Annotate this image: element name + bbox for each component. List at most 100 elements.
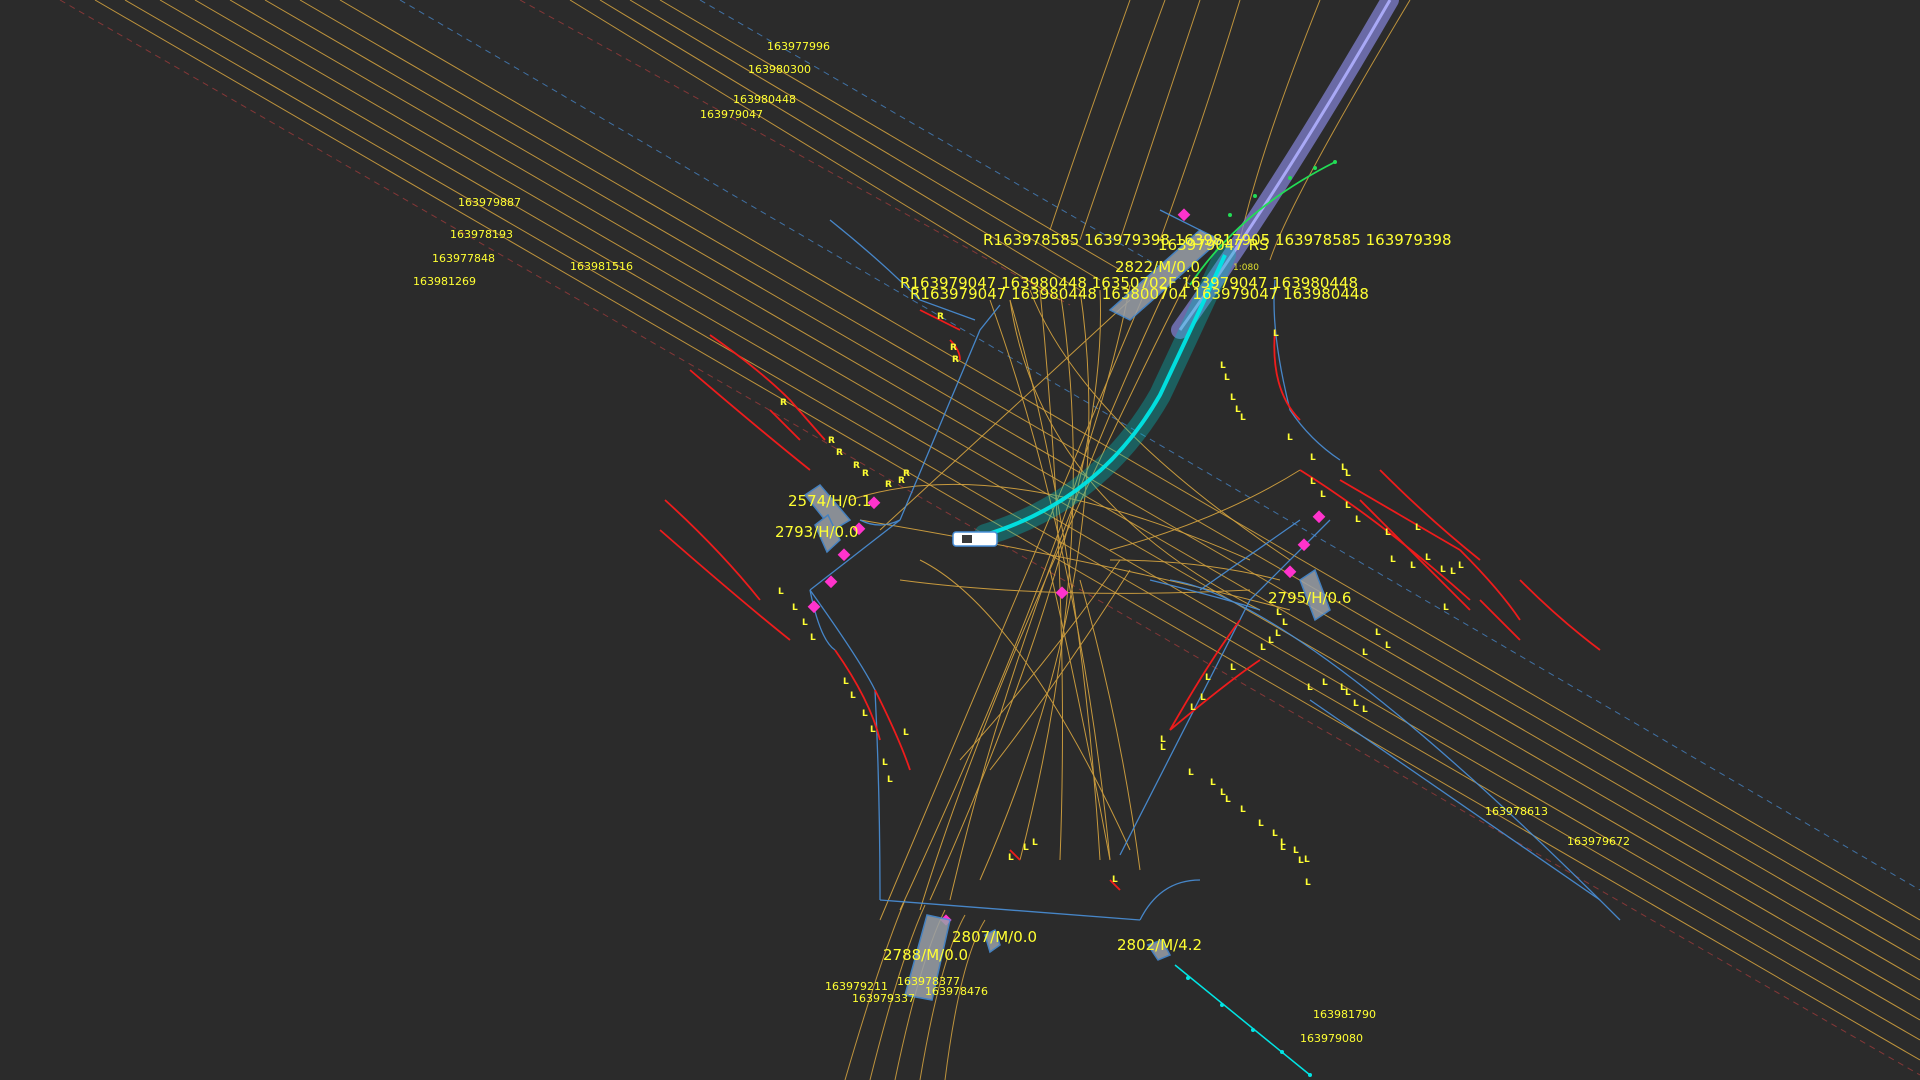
left-boundary-mark: L [1273,329,1279,339]
left-boundary-mark: L [1458,561,1464,571]
left-boundary-mark: L [1298,856,1304,866]
lane-id-labels: 163977996 163980300 163980448 163979047 … [413,40,1630,1045]
left-boundary-mark: L [1224,373,1230,383]
left-boundary-mark: L [1210,778,1216,788]
left-boundary-mark: L [1443,603,1449,613]
left-boundary-mark: L [1385,641,1391,651]
obstacle-label: 2574/H/0.1 [788,492,871,510]
north-road-lanes [1049,0,1411,261]
lane-id: 163978476 [925,985,988,998]
left-boundary-mark: L [1276,608,1282,618]
green-predicted-path [1189,160,1337,286]
right-boundary-mark: R [885,480,892,490]
curbs [659,309,1601,891]
left-boundary-mark: L [1353,699,1359,709]
left-boundary-mark: L [1390,555,1396,565]
left-boundary-mark: L [1345,688,1351,698]
left-boundary-mark: L [1160,743,1166,753]
left-boundary-mark: L [1385,528,1391,538]
left-boundary-mark: L [1280,838,1286,848]
left-boundary-mark: L [1235,405,1241,415]
lane-id: 163978613 [1485,805,1548,818]
obstacle-2807 [984,928,1001,954]
left-boundary-mark: L [778,587,784,597]
lane-id: 163979211 [825,980,888,993]
obstacle-2795 [1299,568,1331,622]
obstacle-labels: 2822/M/0.0 2574/H/0.1 2793/H/0.0 2795/H/… [775,258,1351,964]
obstacle-label: 2822/M/0.0 [1115,258,1200,276]
left-boundary-mark: L [903,728,909,738]
left-boundary-mark: L [1322,678,1328,688]
left-boundary-mark: L [1205,673,1211,683]
left-boundary-mark: L [1282,618,1288,628]
left-boundary-mark: L [1320,490,1326,500]
obstacle-2802 [1146,939,1172,961]
obstacle-2822 [1108,229,1222,321]
lane-id: 163977848 [432,252,495,265]
left-boundary-mark: L [1307,683,1313,693]
right-boundary-mark: R [898,476,905,486]
obstacle-label: 2807/M/0.0 [952,928,1037,946]
left-boundary-mark: L [1275,629,1281,639]
road-edges-dashed [59,0,1920,1076]
right-boundary-mark: R [950,343,957,353]
left-boundary-mark: L [1355,515,1361,525]
ego-trajectory [984,254,1227,537]
left-boundary-mark: L [1258,819,1264,829]
route-label: R163978585 163979398 1639817905 16397858… [983,231,1452,249]
left-boundary-mark: L [1160,735,1166,745]
left-boundary-mark: L [1200,693,1206,703]
left-boundary-mark: L [1190,703,1196,713]
left-boundary-mark: L [1341,463,1347,473]
lane-id: 163978377 [897,975,960,988]
left-boundary-mark: L [1220,788,1226,798]
scale-text: 1:080 [1233,263,1259,273]
lane-id: 163981269 [413,275,476,288]
left-boundary-mark: L [1240,413,1246,423]
lane-id: 163981790 [1313,1008,1376,1021]
left-boundary-mark: L [1345,501,1351,511]
lane-id: 163979080 [1300,1032,1363,1045]
lane-id: 163979672 [1567,835,1630,848]
left-boundary-mark: L [1410,561,1416,571]
right-boundary-mark: R [828,436,835,446]
left-boundary-mark: L [1304,855,1310,865]
left-boundary-mark: L [1023,843,1029,853]
left-boundary-mark: L [1340,683,1346,693]
obstacle-2788 [904,914,951,1001]
route-label: R163979047 163980448 163800704 163979047… [910,285,1369,303]
obstacle-label: 2793/H/0.0 [775,523,858,541]
left-boundary-mark: L [802,618,808,628]
left-boundary-mark: L [887,775,893,785]
left-boundary-mark: L [1440,565,1446,575]
lane-id: 163980300 [748,63,811,76]
left-boundary-mark: L [1220,361,1226,371]
obstacle-2793 [814,513,841,554]
left-boundary-mark: L [1230,393,1236,403]
left-boundary-mark: L [792,603,798,613]
lane-id: 163979887 [458,196,521,209]
right-boundary-mark: R [952,355,959,365]
left-boundary-mark: L [1310,477,1316,487]
right-boundary-mark: R [853,461,860,471]
left-boundary-mark: L [1310,453,1316,463]
lane-id: 163979337 [852,992,915,1005]
obstacle-label: 2788/M/0.0 [883,946,968,964]
route-labels: R163978585 163979398 1639817905 16397858… [900,231,1452,303]
left-boundary-mark: L [843,677,849,687]
lane-id: 163977996 [767,40,830,53]
left-boundary-mark: L [1240,805,1246,815]
obstacle-2802-path [1174,964,1312,1077]
ego-vehicle[interactable] [952,531,998,547]
obstacle-label: 2802/M/4.2 [1117,936,1202,954]
right-boundary-mark: R [780,398,787,408]
left-boundary-mark: L [1425,553,1431,563]
left-boundary-mark: L [1260,643,1266,653]
left-boundary-mark: L [1225,795,1231,805]
lane-id: 163979047 [700,108,763,121]
left-boundary-mark: L [1345,469,1351,479]
lane-id: 163981516 [570,260,633,273]
left-boundary-mark: L [1272,829,1278,839]
